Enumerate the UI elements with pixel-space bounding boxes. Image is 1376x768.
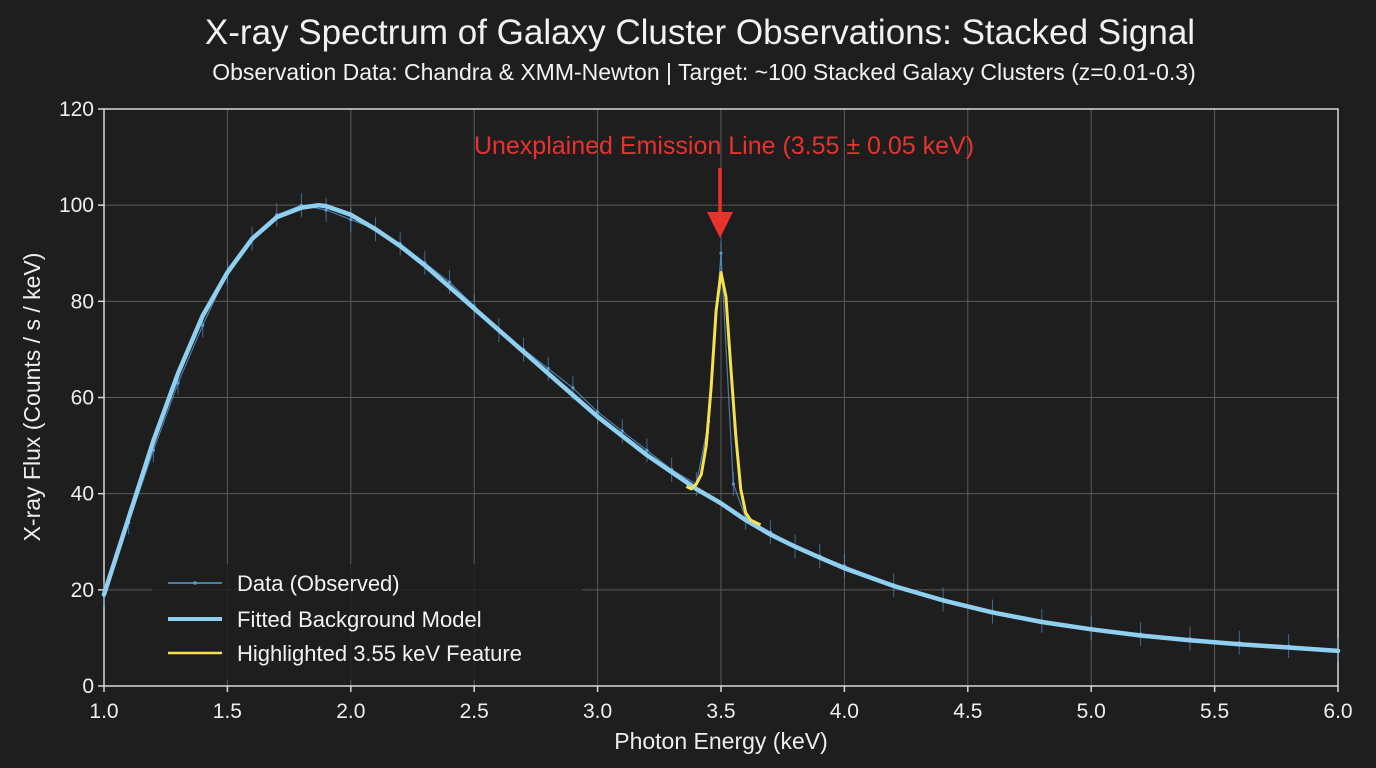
background-model-line [101, 202, 1341, 654]
data-point [620, 429, 624, 433]
legend-label-feature: Highlighted 3.55 keV Feature [237, 641, 522, 666]
data-point [719, 251, 723, 255]
x-axis-label: Photon Energy (keV) [614, 728, 828, 754]
data-point [596, 410, 600, 414]
legend-marker-data [193, 581, 197, 585]
data-point [176, 381, 180, 385]
series-layer [101, 193, 1341, 662]
legend-label-data: Data (Observed) [237, 571, 400, 596]
y-tick-label: 80 [71, 290, 94, 313]
y-axis-label: X-ray Flux (Counts / s / keV) [19, 253, 45, 542]
x-tick-label: 6.0 [1323, 700, 1352, 723]
x-tick-label: 2.0 [336, 700, 365, 723]
data-point [324, 208, 328, 212]
x-tick-label: 1.5 [213, 700, 242, 723]
annotation-arrow-head [707, 212, 733, 238]
y-tick-label: 40 [71, 483, 94, 506]
legend: Data (Observed) Fitted Background Model … [152, 564, 582, 680]
legend-background [152, 564, 582, 680]
x-tick-label: 5.5 [1200, 700, 1229, 723]
x-tick-label: 1.0 [89, 700, 118, 723]
legend-label-background: Fitted Background Model [237, 607, 482, 632]
data-point [645, 448, 649, 452]
x-tick-label: 4.0 [830, 700, 859, 723]
x-tick-label: 4.5 [953, 700, 982, 723]
legend-entry-background: Fitted Background Model [168, 607, 482, 632]
y-tick-label: 0 [82, 675, 94, 698]
feature-line [685, 271, 762, 527]
chart-subtitle: Observation Data: Chandra & XMM-Newton |… [212, 59, 1196, 85]
y-tick-label: 20 [71, 579, 94, 602]
y-tick-label: 100 [59, 194, 94, 217]
data-point [571, 386, 575, 390]
y-tick-label: 60 [71, 387, 94, 410]
x-tick-label: 3.0 [583, 700, 612, 723]
legend-entry-feature: Highlighted 3.55 keV Feature [168, 641, 522, 666]
x-tick-label: 2.5 [460, 700, 489, 723]
data-point [731, 482, 735, 486]
annotation-layer: Unexplained Emission Line (3.55 ± 0.05 k… [474, 132, 974, 238]
x-tick-label: 5.0 [1077, 700, 1106, 723]
legend-entry-data: Data (Observed) [168, 571, 400, 596]
x-tick-label: 3.5 [706, 700, 735, 723]
data-point [201, 323, 205, 327]
data-point [349, 217, 353, 222]
y-tick-label: 120 [59, 98, 94, 121]
data-point [546, 367, 550, 371]
emission-line-annotation: Unexplained Emission Line (3.55 ± 0.05 k… [474, 132, 974, 160]
chart-title: X-ray Spectrum of Galaxy Cluster Observa… [205, 13, 1195, 52]
data-point [447, 280, 452, 284]
tick-layer: 1.0 1.5 2.0 2.5 3.0 3.5 4.0 4.5 5.0 5.5 6.0 0 20 40 60… [59, 98, 1353, 723]
